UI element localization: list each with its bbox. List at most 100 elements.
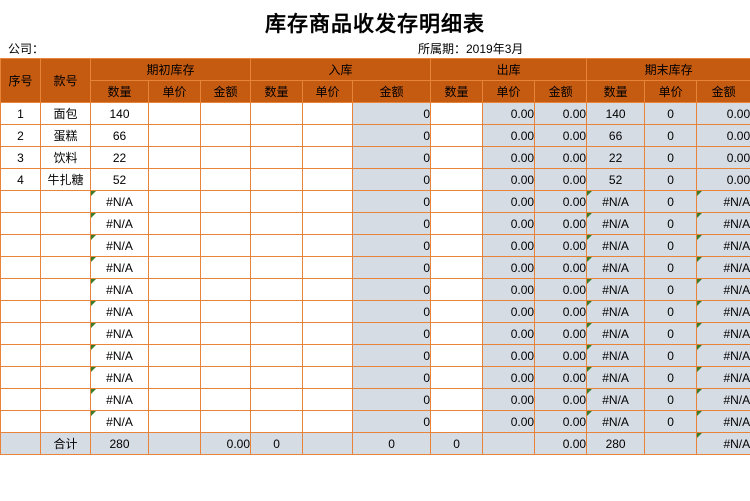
cell-in-price[interactable] (302, 102, 354, 125)
cell-end-price[interactable]: 0 (644, 212, 698, 235)
cell-out-amount[interactable]: 0.00 (534, 344, 588, 367)
cell-in-price[interactable] (302, 168, 354, 191)
cell-in-qty[interactable] (250, 300, 304, 323)
cell-in-amount[interactable]: 0 (352, 410, 432, 433)
cell-out-qty[interactable] (430, 256, 484, 279)
total-end-amount[interactable]: #N/A (696, 432, 750, 455)
cell-begin-qty[interactable]: #N/A (90, 256, 149, 279)
cell-end-amount[interactable]: #N/A (696, 300, 750, 323)
cell-end-amount[interactable]: 0.00 (696, 124, 750, 147)
cell-in-qty[interactable] (250, 388, 304, 411)
cell-end-price[interactable]: 0 (644, 322, 698, 345)
cell-out-price[interactable]: 0.00 (482, 256, 536, 279)
cell-out-price[interactable]: 0.00 (482, 344, 536, 367)
cell-style-no[interactable] (40, 234, 91, 257)
cell-end-qty[interactable]: #N/A (586, 278, 646, 301)
cell-begin-price[interactable] (148, 256, 201, 279)
cell-out-amount[interactable]: 0.00 (534, 212, 588, 235)
cell-out-price[interactable]: 0.00 (482, 190, 536, 213)
cell-begin-amount[interactable] (199, 190, 252, 213)
cell-end-qty[interactable]: #N/A (586, 256, 646, 279)
cell-end-qty[interactable]: #N/A (586, 388, 646, 411)
cell-seq[interactable] (0, 410, 41, 433)
cell-end-qty[interactable]: 66 (586, 124, 646, 147)
cell-style-no[interactable] (40, 212, 91, 235)
cell-out-price[interactable]: 0.00 (482, 168, 536, 191)
cell-begin-price[interactable] (148, 344, 201, 367)
cell-end-qty[interactable]: #N/A (586, 212, 646, 235)
cell-end-amount[interactable]: #N/A (696, 322, 750, 345)
cell-style-no[interactable] (40, 278, 91, 301)
cell-in-amount[interactable]: 0 (352, 366, 432, 389)
cell-begin-amount[interactable] (199, 168, 252, 191)
cell-in-price[interactable] (302, 256, 354, 279)
cell-in-qty[interactable] (250, 366, 304, 389)
cell-end-qty[interactable]: #N/A (586, 410, 646, 433)
cell-end-price[interactable]: 0 (644, 146, 698, 169)
cell-begin-qty[interactable]: #N/A (90, 234, 149, 257)
cell-begin-qty[interactable]: 52 (90, 168, 149, 191)
cell-in-qty[interactable] (250, 168, 304, 191)
cell-in-price[interactable] (302, 190, 354, 213)
cell-in-price[interactable] (302, 388, 354, 411)
cell-begin-price[interactable] (148, 388, 201, 411)
cell-seq[interactable] (0, 366, 41, 389)
cell-out-price[interactable]: 0.00 (482, 322, 536, 345)
cell-in-price[interactable] (302, 300, 354, 323)
cell-in-qty[interactable] (250, 146, 304, 169)
cell-seq[interactable] (0, 278, 41, 301)
cell-begin-price[interactable] (148, 124, 201, 147)
cell-out-qty[interactable] (430, 146, 484, 169)
cell-begin-price[interactable] (148, 410, 201, 433)
cell-style-no[interactable] (40, 322, 91, 345)
cell-in-qty[interactable] (250, 124, 304, 147)
cell-out-qty[interactable] (430, 344, 484, 367)
cell-out-amount[interactable]: 0.00 (534, 322, 588, 345)
total-begin-amount[interactable]: 0.00 (199, 432, 252, 455)
cell-begin-price[interactable] (148, 322, 201, 345)
cell-begin-price[interactable] (148, 300, 201, 323)
cell-out-amount[interactable]: 0.00 (534, 124, 588, 147)
total-out-qty[interactable]: 0 (430, 432, 484, 455)
cell-out-price[interactable]: 0.00 (482, 234, 536, 257)
cell-in-qty[interactable] (250, 410, 304, 433)
cell-begin-amount[interactable] (199, 322, 252, 345)
cell-end-amount[interactable]: #N/A (696, 256, 750, 279)
cell-out-qty[interactable] (430, 278, 484, 301)
cell-style-no[interactable] (40, 344, 91, 367)
cell-begin-amount[interactable] (199, 234, 252, 257)
total-in-amount[interactable]: 0 (352, 432, 432, 455)
cell-out-amount[interactable]: 0.00 (534, 366, 588, 389)
cell-out-price[interactable]: 0.00 (482, 102, 536, 125)
total-in-qty[interactable]: 0 (250, 432, 304, 455)
cell-out-amount[interactable]: 0.00 (534, 168, 588, 191)
cell-end-qty[interactable]: #N/A (586, 234, 646, 257)
cell-in-qty[interactable] (250, 256, 304, 279)
cell-in-amount[interactable]: 0 (352, 322, 432, 345)
cell-style-no[interactable]: 牛扎糖 (40, 168, 91, 191)
cell-end-amount[interactable]: #N/A (696, 234, 750, 257)
cell-seq[interactable]: 4 (0, 168, 41, 191)
cell-in-price[interactable] (302, 278, 354, 301)
cell-end-price[interactable]: 0 (644, 344, 698, 367)
cell-begin-amount[interactable] (199, 388, 252, 411)
cell-out-amount[interactable]: 0.00 (534, 146, 588, 169)
cell-seq[interactable]: 2 (0, 124, 41, 147)
cell-in-amount[interactable]: 0 (352, 388, 432, 411)
cell-out-qty[interactable] (430, 234, 484, 257)
cell-end-price[interactable]: 0 (644, 410, 698, 433)
total-begin-qty[interactable]: 280 (90, 432, 149, 455)
cell-begin-qty[interactable]: 22 (90, 146, 149, 169)
cell-end-qty[interactable]: #N/A (586, 190, 646, 213)
cell-end-qty[interactable]: 22 (586, 146, 646, 169)
cell-style-no[interactable] (40, 190, 91, 213)
cell-begin-amount[interactable] (199, 344, 252, 367)
cell-style-no[interactable] (40, 410, 91, 433)
total-out-amount[interactable]: 0.00 (534, 432, 588, 455)
cell-begin-qty[interactable]: #N/A (90, 410, 149, 433)
cell-begin-amount[interactable] (199, 102, 252, 125)
cell-seq[interactable] (0, 256, 41, 279)
cell-begin-amount[interactable] (199, 256, 252, 279)
cell-in-amount[interactable]: 0 (352, 300, 432, 323)
cell-end-amount[interactable]: #N/A (696, 366, 750, 389)
